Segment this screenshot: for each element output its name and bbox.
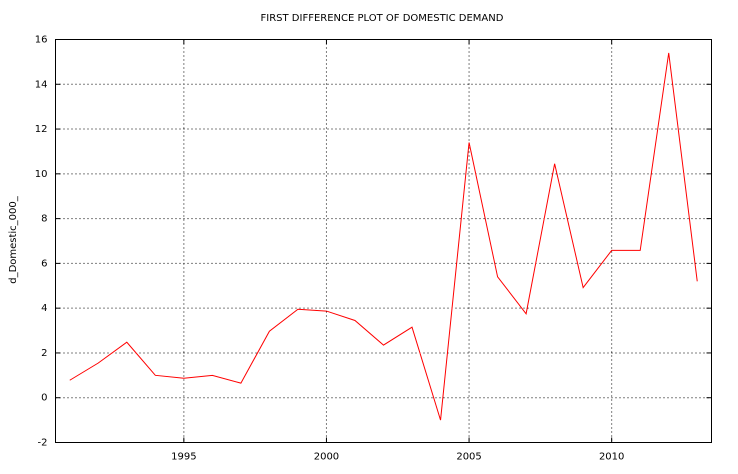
y-tick-label: 2 [41, 348, 47, 359]
y-tick-label: 0 [41, 393, 47, 404]
y-tick-label: 8 [41, 214, 47, 225]
y-tick-label: 4 [41, 303, 47, 314]
x-tick-label: 2000 [314, 452, 339, 463]
x-tick-label: 1995 [171, 452, 196, 463]
chart-title: FIRST DIFFERENCE PLOT OF DOMESTIC DEMAND [261, 13, 504, 24]
y-tick-label: 16 [35, 35, 48, 46]
y-tick-label: 14 [35, 79, 48, 90]
y-tick-label: 6 [41, 258, 47, 269]
x-tick-label: 2005 [456, 452, 481, 463]
data-line [69, 52, 698, 421]
y-axis-label: d_Domestic_000_ [8, 195, 19, 284]
plot-border [55, 39, 712, 443]
x-tick-label: 2010 [599, 452, 624, 463]
y-tick-label: 10 [35, 169, 48, 180]
y-tick-label: 12 [35, 124, 48, 135]
y-tick-label: -2 [38, 438, 48, 449]
